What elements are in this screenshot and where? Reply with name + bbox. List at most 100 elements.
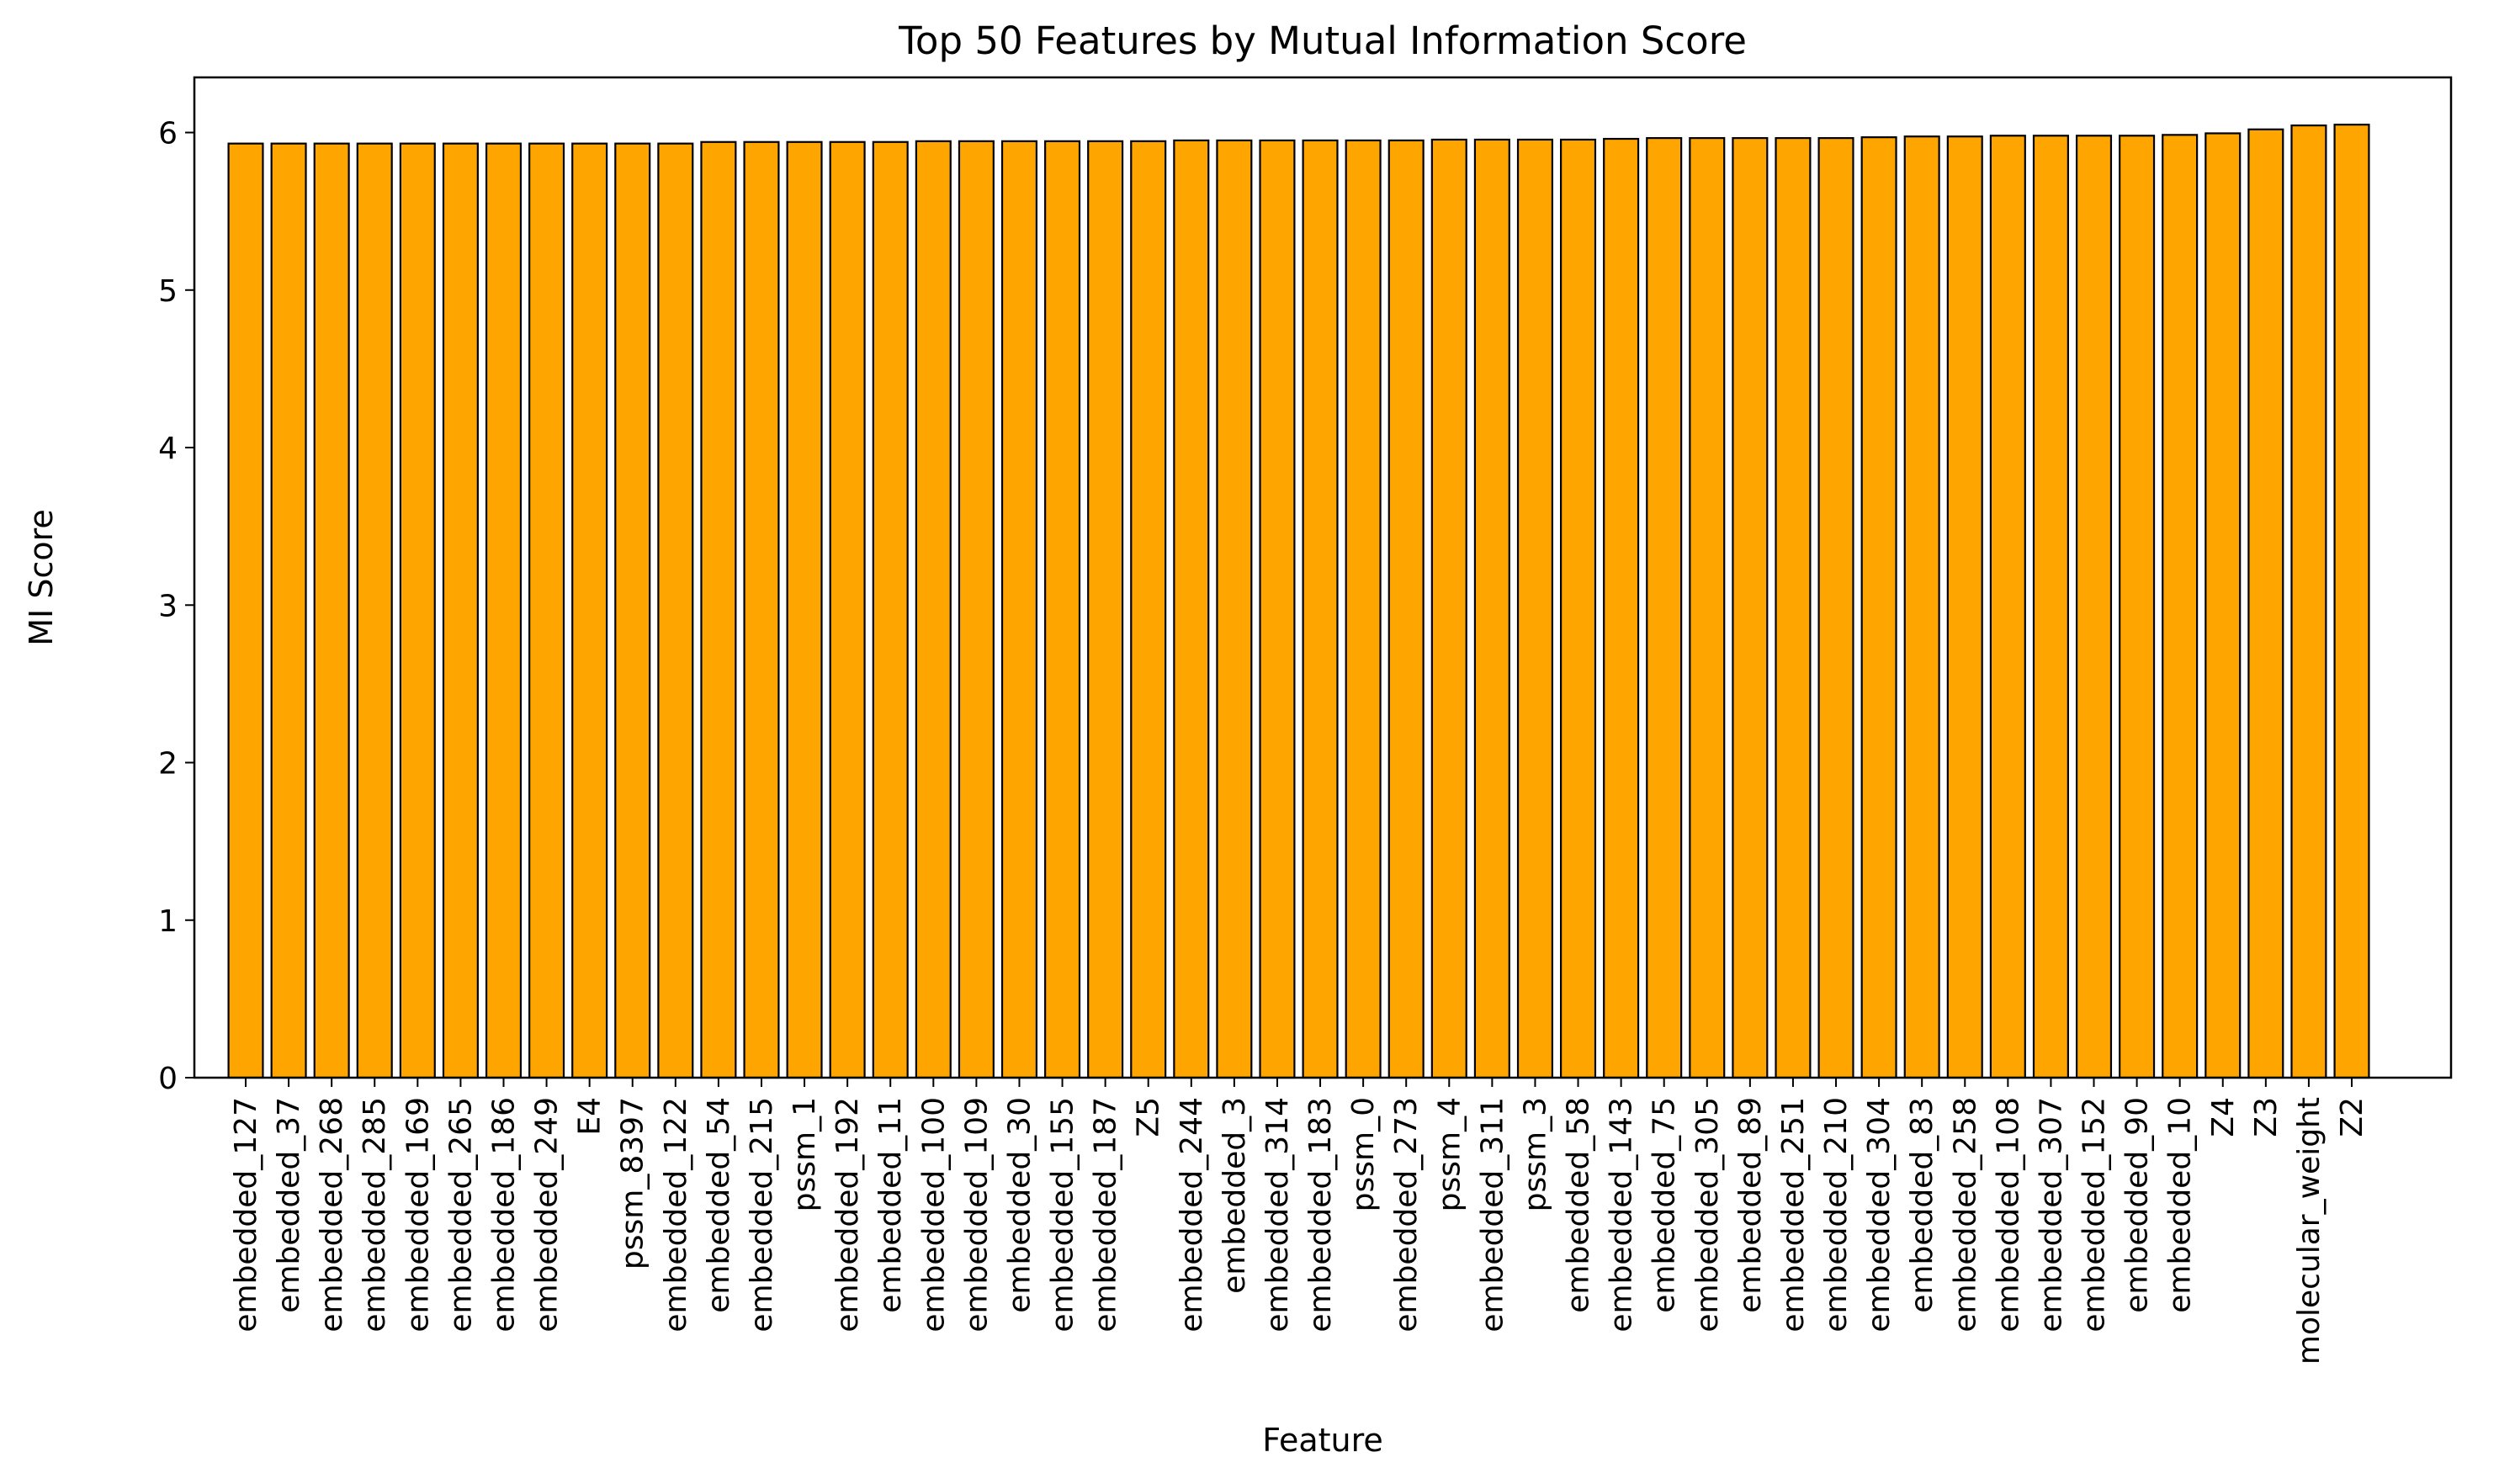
x-tick-label: pssm_3 — [1518, 1097, 1552, 1211]
x-tick-label: embedded_11 — [873, 1097, 908, 1313]
bar-embedded_108 — [1989, 135, 2026, 1079]
bar-embedded_186 — [485, 142, 523, 1079]
x-tick-label: embedded_90 — [2120, 1097, 2155, 1313]
bar-embedded_10 — [2162, 134, 2199, 1079]
bar-embedded_109 — [958, 140, 995, 1079]
x-tick-label: embedded_108 — [1991, 1097, 2025, 1333]
bar-embedded_258 — [1946, 135, 1983, 1079]
x-tick-label: Z3 — [2249, 1097, 2284, 1137]
bar-embedded_127 — [227, 142, 264, 1079]
x-tick-label: embedded_273 — [1389, 1097, 1424, 1333]
bar-E4 — [571, 142, 608, 1079]
bar-embedded_183 — [1302, 139, 1339, 1079]
x-tick-label: pssm_8397 — [616, 1097, 650, 1269]
x-tick-label: molecular_weight — [2292, 1097, 2327, 1365]
bar-pssm_0 — [1345, 139, 1382, 1079]
x-tick-label: embedded_75 — [1647, 1097, 1682, 1313]
bar-Z5 — [1130, 140, 1167, 1079]
x-tick-label: embedded_58 — [1562, 1097, 1596, 1313]
bar-embedded_304 — [1860, 136, 1897, 1079]
x-tick-label: embedded_100 — [916, 1097, 951, 1333]
y-axis-title: MI Score — [23, 509, 60, 646]
bar-embedded_314 — [1259, 139, 1296, 1079]
bar-molecular_weight — [2290, 125, 2327, 1079]
bar-embedded_89 — [1732, 136, 1769, 1079]
bar-embedded_155 — [1044, 140, 1081, 1079]
x-tick-label: embedded_186 — [486, 1097, 521, 1333]
x-axis-title: Feature — [1262, 1422, 1383, 1459]
x-tick-label: embedded_215 — [745, 1097, 779, 1333]
bar-embedded_58 — [1559, 138, 1597, 1079]
x-tick-label: embedded_155 — [1046, 1097, 1080, 1333]
x-tick-label: embedded_307 — [2034, 1097, 2068, 1333]
y-axis-ticks: 0 1 2 3 4 5 6 — [158, 117, 194, 1096]
x-tick-label: E4 — [573, 1097, 608, 1136]
bar-embedded_54 — [700, 140, 737, 1079]
x-tick-label: embedded_183 — [1303, 1097, 1338, 1333]
bar-pssm_3 — [1516, 138, 1553, 1079]
x-tick-label: pssm_0 — [1346, 1097, 1381, 1211]
bar-embedded_122 — [657, 142, 694, 1079]
x-tick-label: embedded_89 — [1733, 1097, 1768, 1313]
bar-embedded_30 — [1000, 140, 1038, 1079]
bar-embedded_251 — [1775, 136, 1812, 1079]
x-tick-label: embedded_83 — [1905, 1097, 1939, 1313]
bar-Z2 — [2333, 124, 2370, 1079]
bar-embedded_152 — [2075, 135, 2113, 1079]
x-tick-label: embedded_210 — [1819, 1097, 1854, 1333]
bar-embedded_265 — [442, 142, 479, 1079]
bar-embedded_305 — [1689, 136, 1726, 1079]
x-tick-label: embedded_127 — [229, 1097, 263, 1333]
x-tick-label: embedded_244 — [1175, 1097, 1209, 1333]
x-tick-label: embedded_187 — [1089, 1097, 1123, 1333]
bar-embedded_273 — [1387, 139, 1425, 1079]
plot-frame — [193, 76, 2453, 1079]
x-tick-label: Z4 — [2206, 1097, 2241, 1137]
bar-embedded_83 — [1903, 135, 1940, 1079]
x-tick-label: embedded_251 — [1776, 1097, 1811, 1333]
bar-embedded_244 — [1173, 139, 1210, 1079]
x-tick-label: embedded_304 — [1862, 1097, 1897, 1333]
bar-embedded_11 — [872, 140, 909, 1079]
bar-embedded_249 — [528, 142, 565, 1079]
x-tick-label: embedded_54 — [702, 1097, 736, 1313]
bar-embedded_311 — [1473, 138, 1510, 1079]
x-tick-label: embedded_265 — [443, 1097, 478, 1333]
bar-embedded_285 — [356, 142, 393, 1079]
bars-group — [227, 124, 2370, 1079]
x-tick-label: pssm_1 — [788, 1097, 822, 1211]
bar-embedded_100 — [915, 140, 952, 1079]
x-tick-label: embedded_268 — [315, 1097, 349, 1333]
bar-embedded_169 — [399, 142, 436, 1079]
x-tick-label: embedded_37 — [272, 1097, 306, 1313]
y-tick-label: 0 — [158, 1062, 178, 1096]
bar-embedded_90 — [2119, 135, 2156, 1079]
x-tick-label: embedded_3 — [1218, 1097, 1252, 1294]
y-tick-label: 2 — [158, 747, 178, 782]
bar-Z3 — [2247, 128, 2284, 1079]
bar-embedded_307 — [2032, 135, 2069, 1079]
x-tick-label: Z5 — [1132, 1097, 1166, 1137]
x-tick-label: embedded_143 — [1605, 1097, 1639, 1333]
x-tick-label: embedded_169 — [401, 1097, 435, 1333]
x-axis-ticks: embedded_127 embedded_37 embedded_268 embed… — [229, 1078, 2369, 1365]
x-tick-label: embedded_10 — [2163, 1097, 2198, 1313]
x-tick-label: pssm_4 — [1432, 1097, 1467, 1211]
bar-embedded_268 — [313, 142, 350, 1079]
bar-pssm_8397 — [614, 142, 651, 1079]
y-tick-label: 1 — [158, 904, 178, 939]
x-tick-label: embedded_285 — [358, 1097, 392, 1333]
chart-title: Top 50 Features by Mutual Information Sc… — [898, 19, 1747, 63]
bar-pssm_4 — [1430, 138, 1467, 1079]
bar-embedded_75 — [1646, 136, 1683, 1079]
bar-embedded_215 — [743, 140, 780, 1079]
bar-embedded_37 — [270, 142, 307, 1079]
bar-embedded_187 — [1087, 140, 1124, 1079]
bar-pssm_1 — [786, 140, 823, 1079]
x-tick-label: embedded_311 — [1475, 1097, 1509, 1333]
x-tick-label: embedded_314 — [1260, 1097, 1295, 1333]
x-tick-label: embedded_152 — [2077, 1097, 2112, 1333]
x-tick-label: embedded_249 — [530, 1097, 565, 1333]
